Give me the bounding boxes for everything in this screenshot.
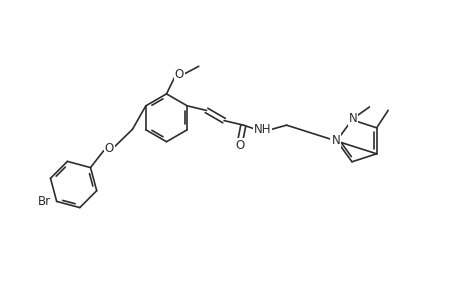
Text: O: O <box>174 68 184 81</box>
Text: Br: Br <box>38 195 51 208</box>
Text: N: N <box>330 134 340 147</box>
Text: O: O <box>235 140 244 152</box>
Text: N: N <box>348 112 357 125</box>
Text: O: O <box>105 142 114 155</box>
Text: NH: NH <box>253 123 271 136</box>
